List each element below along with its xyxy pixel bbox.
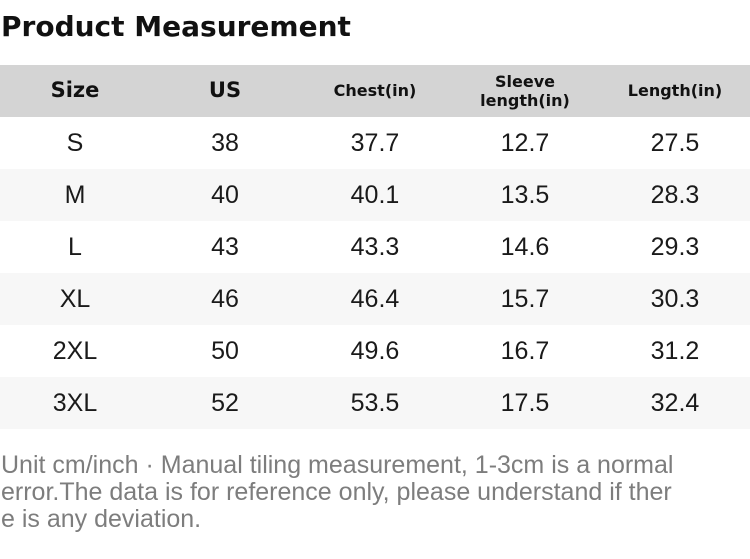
- table-row-s: S 38 37.7 12.7 27.5: [0, 117, 750, 169]
- table-cell: 13.5: [500, 180, 550, 209]
- table-cell: 37.7: [350, 128, 400, 157]
- table-cell: XL: [59, 284, 91, 313]
- table-cell: 49.6: [350, 336, 400, 365]
- table-cell: M: [64, 180, 86, 209]
- table-cell: S: [66, 128, 84, 157]
- column-header-sleeve-length-in: Sleeve length(in): [450, 65, 600, 117]
- table-row-l: L 43 43.3 14.6 29.3: [0, 221, 750, 273]
- table-cell: 43: [211, 232, 239, 261]
- table-cell: 38: [211, 128, 239, 157]
- column-header-length-in: Length(in): [600, 65, 750, 117]
- table-cell: 28.3: [650, 180, 700, 209]
- table-cell: 43.3: [350, 232, 400, 261]
- table-cell: 46.4: [350, 284, 400, 313]
- table-cell: 52: [211, 388, 239, 417]
- disclaimer-line: Unit cm/inch · Manual tiling measurement…: [1, 451, 674, 479]
- table-row-xl: XL 46 46.4 15.7 30.3: [0, 273, 750, 325]
- column-header-us: US: [150, 65, 300, 117]
- table-row-m: M 40 40.1 13.5 28.3: [0, 169, 750, 221]
- table-cell: 15.7: [500, 284, 550, 313]
- table-cell: 31.2: [650, 336, 700, 365]
- table-cell: 53.5: [350, 388, 400, 417]
- table-header: Size US Chest(in) Sleeve length(in) Length(i…: [0, 65, 750, 117]
- table-cell: 27.5: [650, 128, 700, 157]
- table-cell: L: [68, 232, 82, 261]
- column-header-chest-in: Chest(in): [300, 65, 450, 117]
- disclaimer-line: e is any deviation.: [1, 505, 202, 533]
- table-cell: 29.3: [650, 232, 700, 261]
- table-cell: 14.6: [500, 232, 550, 261]
- page-title: Product Measurement: [1, 10, 351, 43]
- disclaimer: Unit cm/inch · Manual tiling measurement…: [0, 452, 750, 533]
- table-cell: 32.4: [650, 388, 700, 417]
- table-cell: 30.3: [650, 284, 700, 313]
- table-cell: 17.5: [500, 388, 550, 417]
- column-header-size: Size: [0, 65, 150, 117]
- disclaimer-line: error.The data is for reference only, pl…: [1, 478, 672, 506]
- table-cell: 2XL: [52, 336, 98, 365]
- table-body: S 38 37.7 12.7 27.5 M 40 40.1 13.5 28.3 L 43 43.3 14.…: [0, 117, 750, 429]
- table-header-row: Size US Chest(in) Sleeve length(in) Length(i…: [0, 65, 750, 117]
- table-cell: 3XL: [52, 388, 98, 417]
- table-cell: 12.7: [500, 128, 550, 157]
- table-cell: 50: [211, 336, 239, 365]
- table-row-3xl: 3XL 52 53.5 17.5 32.4: [0, 377, 750, 429]
- table-cell: 40: [211, 180, 239, 209]
- table-row-2xl: 2XL 50 49.6 16.7 31.2: [0, 325, 750, 377]
- table-cell: 16.7: [500, 336, 550, 365]
- table-cell: 46: [211, 284, 239, 313]
- size-chart-table: Size US Chest(in) Sleeve length(in) Length(i…: [0, 65, 750, 429]
- table-cell: 40.1: [350, 180, 400, 209]
